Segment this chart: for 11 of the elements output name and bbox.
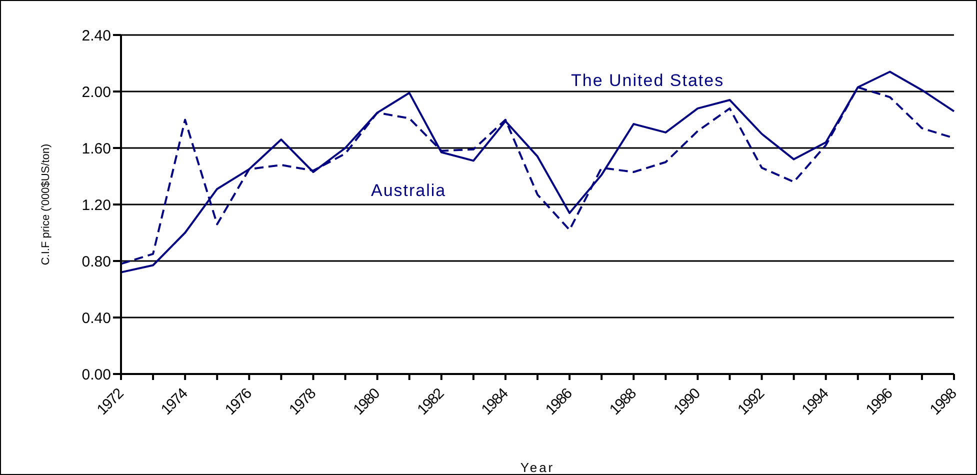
y-tick-label: 1.60 [82, 140, 111, 158]
y-axis-title: C.I.F price ('000$US/ton) [40, 144, 52, 266]
y-tick-label: 0.40 [82, 310, 111, 327]
series-label: Australia [371, 181, 446, 201]
x-axis-title: Year [520, 460, 555, 475]
y-tick-label: 0.80 [82, 253, 111, 270]
y-tick-label: 1.20 [82, 196, 111, 214]
y-tick-label: 2.00 [82, 84, 111, 101]
series-label: The United States [571, 71, 724, 91]
y-tick-label: 2.40 [82, 27, 111, 44]
y-tick-label: 0.00 [82, 366, 111, 384]
